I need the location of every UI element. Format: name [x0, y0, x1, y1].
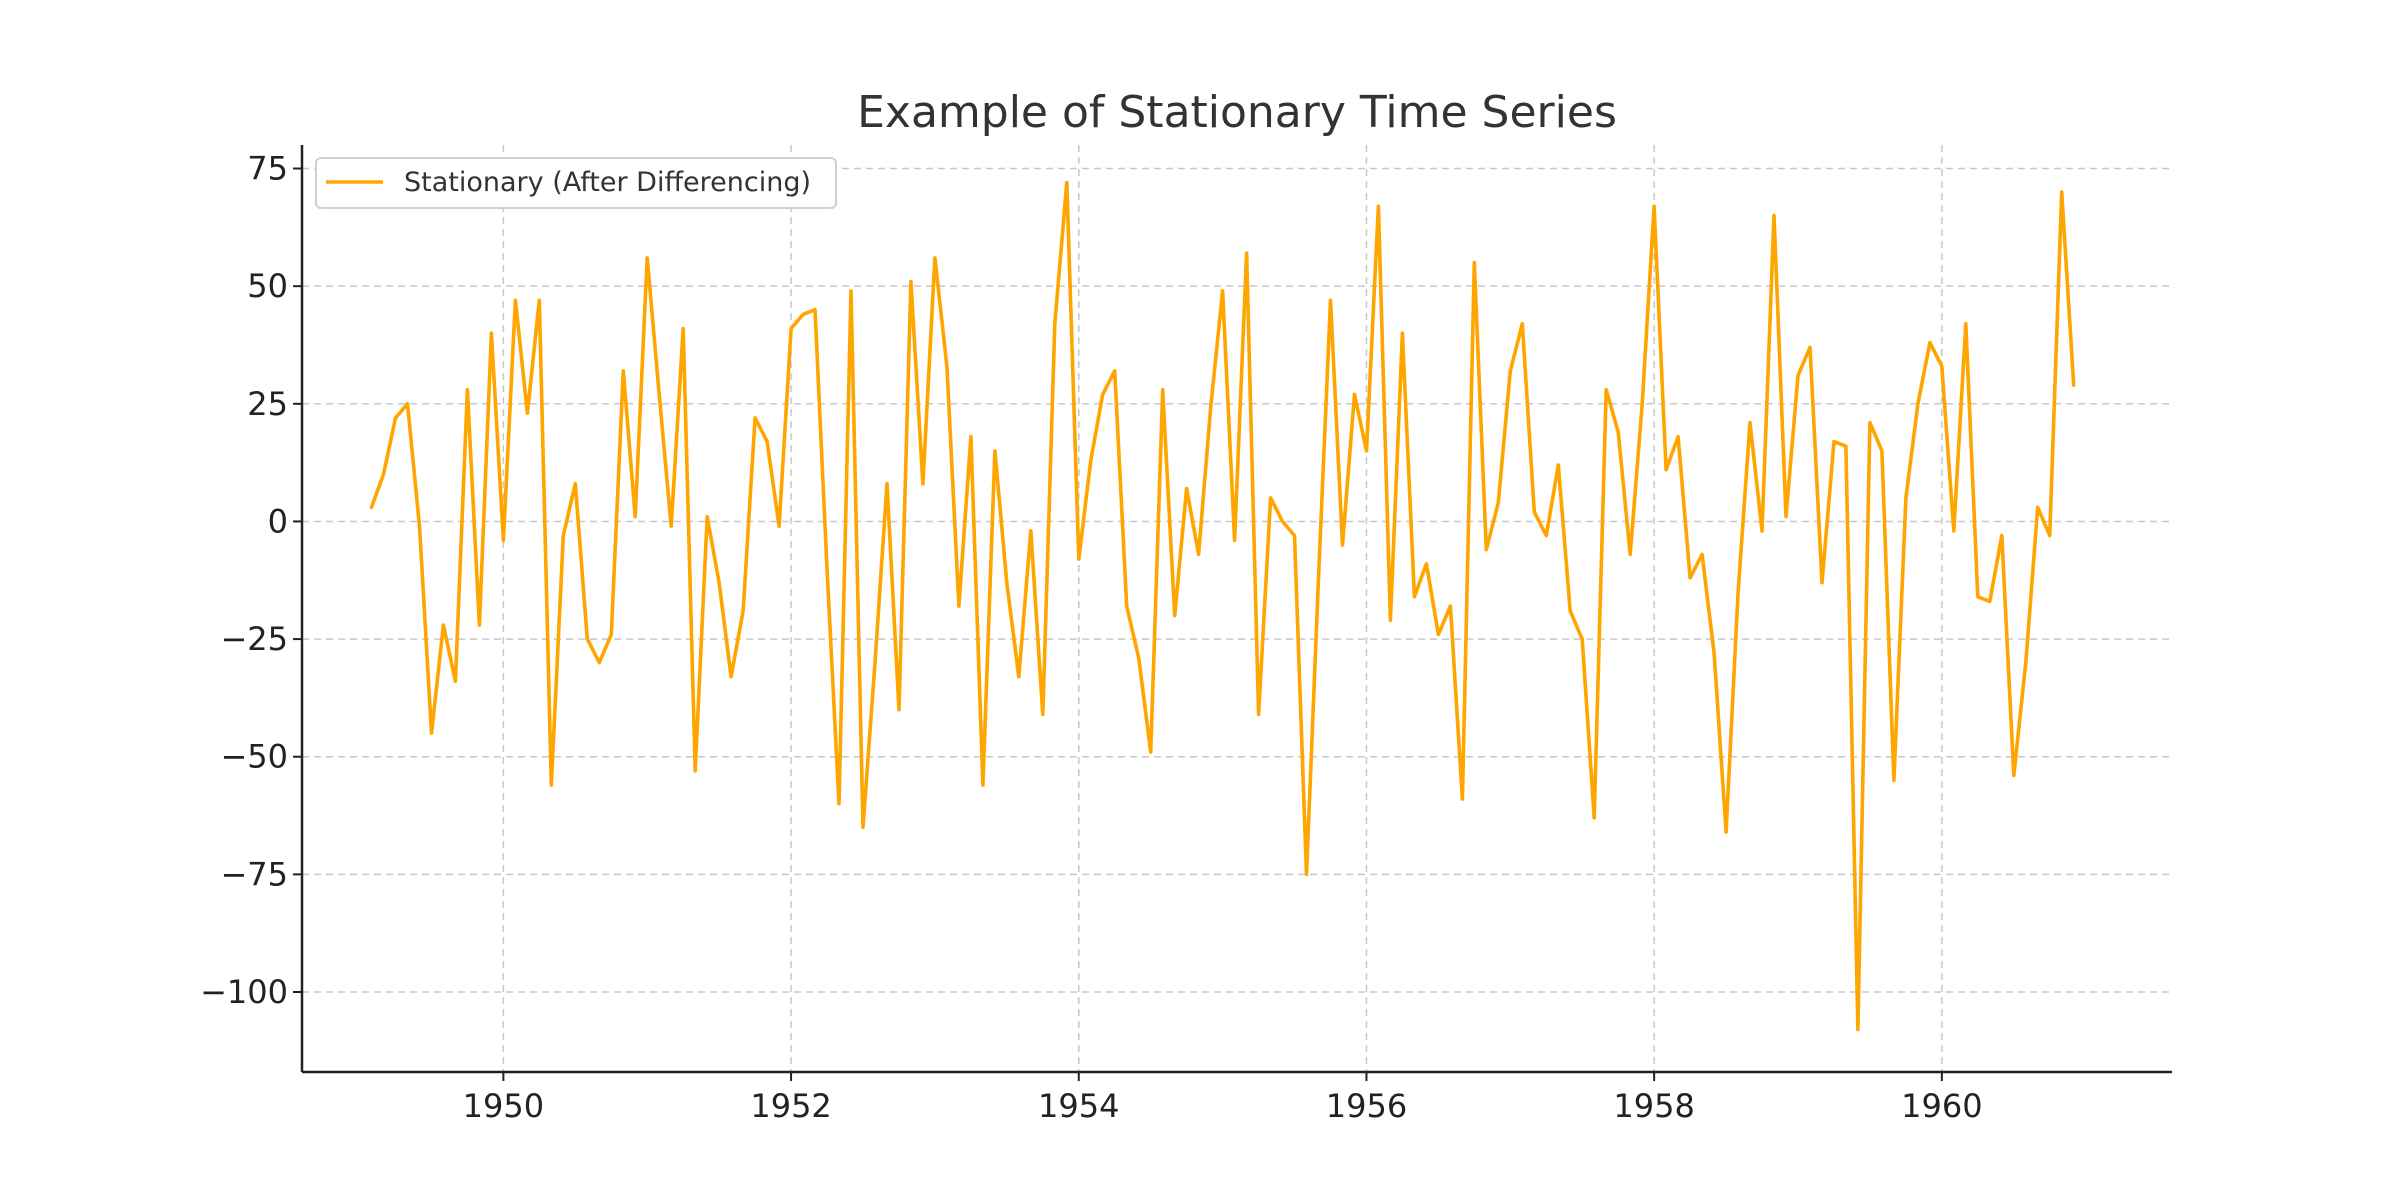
- x-tick-label: 1950: [463, 1087, 544, 1125]
- y-tick-label: −75: [220, 855, 288, 893]
- x-tick-label: 1960: [1901, 1087, 1982, 1125]
- y-tick-label: −25: [220, 620, 288, 658]
- x-tick-label: 1956: [1326, 1087, 1407, 1125]
- y-tick-label: 50: [247, 267, 288, 305]
- series-line: [369, 180, 2076, 1032]
- legend: Stationary (After Differencing): [315, 157, 837, 209]
- y-tick-label: −50: [220, 738, 288, 776]
- tick-labels: 75 50 25 0 −25 −50 −75 −100 1950 1952 1954 1956 1958…: [200, 150, 1982, 1125]
- x-tick-label: 1954: [1038, 1087, 1119, 1125]
- series-layer: [369, 180, 2076, 1032]
- legend-label: Stationary (After Differencing): [404, 167, 811, 198]
- axes: [293, 145, 2172, 1081]
- y-tick-label: 25: [247, 385, 288, 423]
- x-tick-label: 1952: [750, 1087, 831, 1125]
- y-tick-label: 0: [268, 502, 288, 540]
- x-tick-label: 1958: [1613, 1087, 1694, 1125]
- chart-title: Example of Stationary Time Series: [857, 87, 1617, 138]
- grid-lines: [302, 145, 2172, 1072]
- y-tick-label: 75: [247, 150, 288, 188]
- legend-box: [315, 157, 837, 209]
- y-tick-label: −100: [200, 973, 288, 1011]
